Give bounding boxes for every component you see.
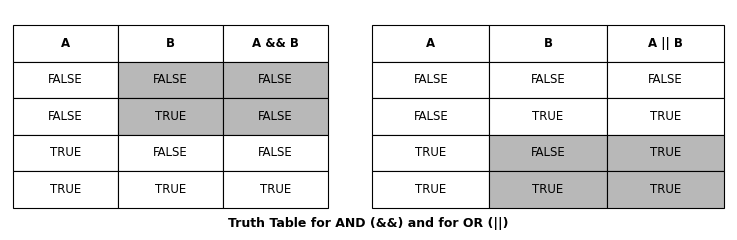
- Bar: [13, 25, 118, 62]
- Bar: [223, 135, 328, 171]
- Text: TRUE: TRUE: [649, 146, 681, 159]
- Text: A || B: A || B: [648, 37, 682, 50]
- Text: FALSE: FALSE: [413, 73, 448, 86]
- Text: FALSE: FALSE: [153, 73, 188, 86]
- Bar: [607, 98, 724, 135]
- Bar: [118, 25, 223, 62]
- Text: FALSE: FALSE: [153, 146, 188, 159]
- Bar: [372, 62, 489, 98]
- Bar: [372, 25, 489, 62]
- Text: TRUE: TRUE: [532, 183, 564, 196]
- Text: FALSE: FALSE: [49, 73, 83, 86]
- Bar: [118, 62, 223, 98]
- Text: FALSE: FALSE: [531, 73, 565, 86]
- Text: FALSE: FALSE: [531, 146, 565, 159]
- Text: FALSE: FALSE: [413, 110, 448, 123]
- Bar: [489, 135, 607, 171]
- Text: TRUE: TRUE: [50, 183, 81, 196]
- Text: A: A: [61, 37, 70, 50]
- Bar: [223, 171, 328, 208]
- Text: B: B: [166, 37, 175, 50]
- Text: A && B: A && B: [252, 37, 299, 50]
- Text: FALSE: FALSE: [258, 73, 293, 86]
- Text: Truth Table for AND (&&) and for OR (||): Truth Table for AND (&&) and for OR (||): [228, 217, 509, 230]
- Bar: [489, 98, 607, 135]
- Text: TRUE: TRUE: [532, 110, 564, 123]
- Bar: [489, 25, 607, 62]
- Text: A: A: [426, 37, 436, 50]
- Bar: [13, 98, 118, 135]
- Bar: [223, 98, 328, 135]
- Bar: [13, 171, 118, 208]
- Text: TRUE: TRUE: [155, 110, 186, 123]
- Bar: [372, 171, 489, 208]
- Text: TRUE: TRUE: [415, 146, 447, 159]
- Text: TRUE: TRUE: [50, 146, 81, 159]
- Bar: [372, 98, 489, 135]
- Bar: [13, 62, 118, 98]
- Text: TRUE: TRUE: [155, 183, 186, 196]
- Bar: [223, 25, 328, 62]
- Text: FALSE: FALSE: [49, 110, 83, 123]
- Bar: [607, 62, 724, 98]
- Bar: [607, 25, 724, 62]
- Text: TRUE: TRUE: [415, 183, 447, 196]
- Bar: [489, 171, 607, 208]
- Text: FALSE: FALSE: [258, 110, 293, 123]
- Bar: [489, 62, 607, 98]
- Bar: [118, 98, 223, 135]
- Bar: [118, 171, 223, 208]
- Text: TRUE: TRUE: [649, 183, 681, 196]
- Text: B: B: [543, 37, 553, 50]
- Text: TRUE: TRUE: [260, 183, 291, 196]
- Bar: [607, 135, 724, 171]
- Bar: [372, 135, 489, 171]
- Bar: [13, 135, 118, 171]
- Bar: [223, 62, 328, 98]
- Bar: [118, 135, 223, 171]
- Text: FALSE: FALSE: [258, 146, 293, 159]
- Bar: [607, 171, 724, 208]
- Text: TRUE: TRUE: [649, 110, 681, 123]
- Text: FALSE: FALSE: [648, 73, 682, 86]
